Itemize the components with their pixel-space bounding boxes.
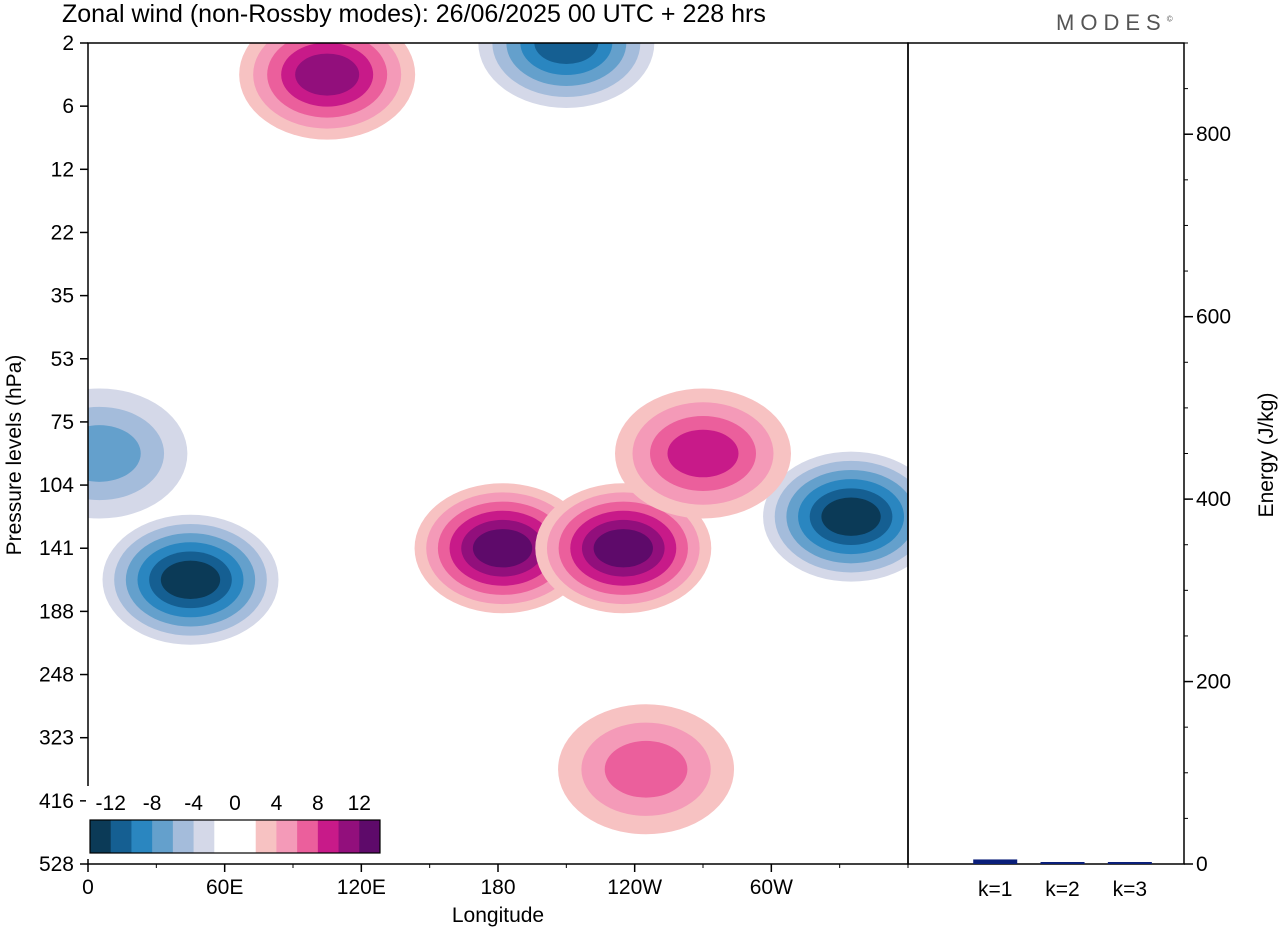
x-axis-label: Longitude bbox=[452, 904, 544, 927]
energy-bar-label: k=3 bbox=[1113, 878, 1147, 901]
colorbar-swatch bbox=[152, 820, 174, 853]
colorbar-label: 12 bbox=[348, 792, 371, 815]
colorbar: -12 -8 -4 0 4 8 12 bbox=[86, 786, 384, 859]
energy-bar-k=2 bbox=[1040, 862, 1085, 864]
y-tick-label: 75 bbox=[51, 411, 74, 434]
logo-mark: © bbox=[1166, 14, 1173, 24]
x-tick-label: 60W bbox=[750, 876, 793, 899]
x-tick-label: 120E bbox=[337, 876, 386, 899]
wind-anomaly-7 bbox=[615, 388, 791, 519]
colorbar-swatch bbox=[317, 820, 340, 853]
y-tick-label: 12 bbox=[51, 158, 74, 181]
wind-anomaly-2 bbox=[763, 451, 908, 582]
colorbar-swatch bbox=[255, 820, 277, 853]
y-tick-label: 248 bbox=[39, 664, 74, 687]
colorbar-swatch bbox=[297, 820, 319, 853]
colorbar-swatch bbox=[235, 820, 257, 853]
y-tick-label: 6 bbox=[62, 95, 74, 118]
energy-tick-label: 200 bbox=[1196, 671, 1231, 694]
y-tick-label: 2 bbox=[62, 32, 74, 55]
colorbar-label: -4 bbox=[184, 792, 203, 815]
x-tick-label: 0 bbox=[82, 876, 94, 899]
y-tick-label: 528 bbox=[39, 853, 74, 876]
energy-tick-label: 400 bbox=[1196, 488, 1231, 511]
y-tick-label: 188 bbox=[39, 600, 74, 623]
y-tick-label: 35 bbox=[51, 285, 74, 308]
colorbar-frame bbox=[89, 819, 381, 854]
colorbar-label: -12 bbox=[96, 792, 126, 815]
colorbar-swatch bbox=[193, 820, 215, 853]
colorbar-swatch bbox=[214, 820, 236, 853]
y-tick-label: 53 bbox=[51, 348, 74, 371]
energy-tick-label: 800 bbox=[1196, 123, 1231, 146]
colorbar-label: 8 bbox=[312, 792, 324, 815]
x-tick-label: 180 bbox=[480, 876, 515, 899]
colorbar-swatch bbox=[110, 820, 132, 853]
wind-anomaly-8 bbox=[239, 43, 416, 140]
y-axis-label: Pressure levels (hPa) bbox=[3, 355, 26, 556]
y-tick-label: 141 bbox=[39, 537, 74, 560]
colorbar-label: 4 bbox=[271, 792, 283, 815]
colorbar-swatch bbox=[172, 820, 195, 853]
energy-tick-label: 600 bbox=[1196, 306, 1231, 329]
zonal-wind-field bbox=[88, 43, 908, 835]
energy-frame bbox=[907, 42, 1185, 865]
y-tick-label: 323 bbox=[39, 727, 74, 750]
wind-anomaly-6 bbox=[535, 483, 712, 614]
y-tick-label: 104 bbox=[39, 474, 74, 497]
colorbar-swatch bbox=[276, 820, 298, 853]
chart-title: Zonal wind (non-Rossby modes): 26/06/202… bbox=[62, 0, 766, 28]
energy-bar-label: k=2 bbox=[1045, 878, 1079, 901]
logo-text: MODES bbox=[1056, 10, 1167, 35]
colorbar-label: -8 bbox=[143, 792, 162, 815]
x-tick-label: 120W bbox=[607, 876, 662, 899]
energy-tick-label: 0 bbox=[1196, 853, 1208, 876]
energy-bar-label: k=1 bbox=[978, 878, 1012, 901]
y-tick-label: 416 bbox=[39, 790, 74, 813]
energy-axis: 0 200 400 600 800 bbox=[1184, 42, 1231, 876]
modes-logo: MODES© bbox=[1056, 10, 1173, 36]
energy-axis-label: Energy (J/kg) bbox=[1255, 393, 1278, 518]
wind-anomaly-3 bbox=[88, 388, 188, 519]
colorbar-swatch bbox=[90, 820, 112, 853]
wind-anomaly-9 bbox=[558, 704, 735, 835]
y-axis: 2 6 12 22 35 53 75 104 141 188 248 323 416 528 bbox=[39, 32, 88, 876]
colorbar-label: 0 bbox=[229, 792, 241, 815]
y-tick-label: 22 bbox=[51, 221, 74, 244]
wind-anomaly-5 bbox=[414, 483, 591, 614]
energy-bar-k=3 bbox=[1107, 862, 1152, 864]
colorbar-swatch bbox=[338, 820, 360, 853]
wind-anomaly-4 bbox=[478, 43, 655, 108]
colorbar-swatch bbox=[131, 820, 153, 853]
energy-bar-k=1 bbox=[973, 859, 1018, 864]
colorbar-swatch bbox=[359, 820, 381, 853]
x-axis: 0 60E 120E 180 120W 60W bbox=[82, 864, 909, 899]
wind-anomaly-1 bbox=[102, 514, 279, 645]
x-tick-label: 60E bbox=[206, 876, 243, 899]
energy-bars: k=1 k=2 k=3 bbox=[973, 859, 1152, 901]
